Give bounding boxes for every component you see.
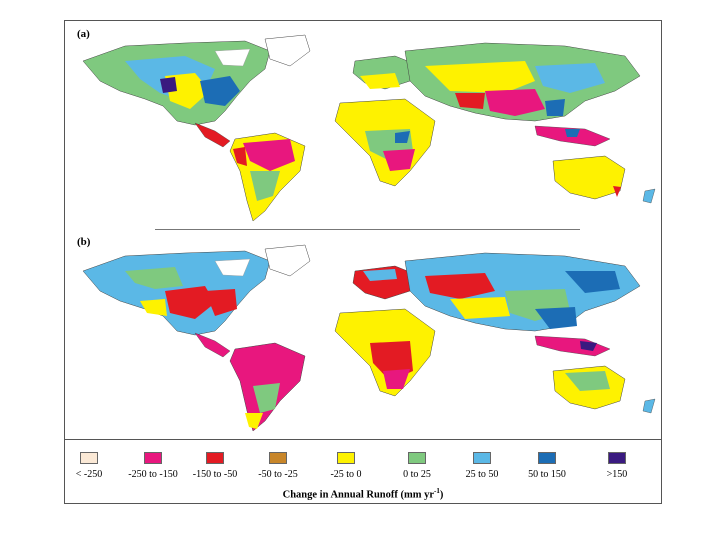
- legend-title-main: Change in Annual Runoff (mm yr: [282, 489, 435, 501]
- legend-label: -250 to -150: [128, 469, 178, 480]
- runoff-figure: (a): [64, 20, 662, 504]
- legend-swatch: [473, 452, 491, 464]
- legend-title-close: ): [439, 489, 444, 501]
- legend-label: 25 to 50: [465, 469, 499, 480]
- legend-swatch: [269, 452, 287, 464]
- map-panel-a: (a): [65, 21, 661, 229]
- greenland-b: [264, 244, 311, 277]
- legend-label: 0 to 25: [403, 469, 431, 480]
- legend-label: >150: [606, 469, 628, 480]
- australia-a: [552, 155, 626, 200]
- legend-label: -50 to -25: [258, 469, 298, 480]
- legend-swatch: [408, 452, 426, 464]
- legend-swatch: [538, 452, 556, 464]
- world-map-a: [82, 34, 656, 222]
- panel-label-a: (a): [77, 28, 90, 40]
- legend-swatch: [608, 452, 626, 464]
- legend-swatch: [206, 452, 224, 464]
- legend-swatch: [144, 452, 162, 464]
- greenland-a: [264, 34, 311, 67]
- legend-label: 50 to 150: [528, 469, 566, 480]
- legend-title-exponent: -1: [434, 487, 440, 495]
- panel-divider: [155, 229, 580, 230]
- world-map-b: [82, 244, 656, 432]
- legend-label: -150 to -50: [192, 469, 238, 480]
- map-panel-b: (b): [65, 231, 661, 453]
- legend-label: < -250: [75, 469, 103, 480]
- legend-swatch: [80, 452, 98, 464]
- legend-swatch: [337, 452, 355, 464]
- runoff-legend: < -250 -250 to -150 -150 to -50 -50 to -…: [65, 439, 661, 504]
- legend-title: Change in Annual Runoff (mm yr-1): [65, 487, 661, 501]
- legend-label: -25 to 0: [330, 469, 362, 480]
- panel-label-b: (b): [77, 236, 91, 248]
